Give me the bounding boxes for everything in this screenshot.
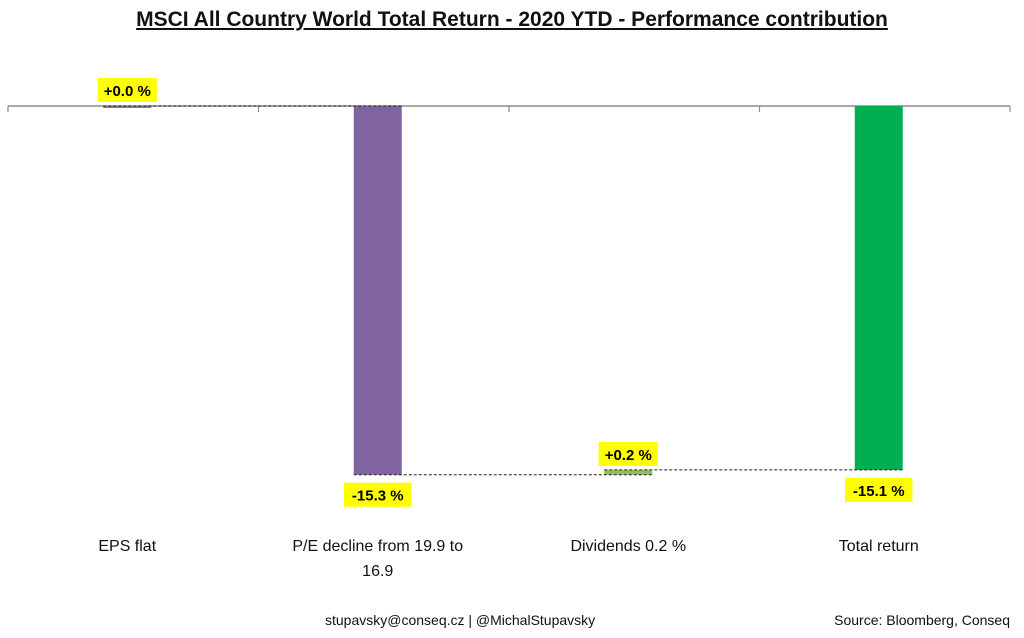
bar-1 (103, 106, 152, 108)
data-label-background (845, 477, 913, 502)
data-label-background (97, 78, 157, 102)
category-label: Dividends 0.2 % (570, 538, 686, 555)
footer-source: Source: Bloomberg, Conseq (834, 612, 1010, 628)
bar-3 (604, 469, 653, 475)
category-label: Total return (839, 538, 919, 555)
data-label-background (598, 441, 658, 466)
bar-4 (854, 106, 903, 470)
bar-2 (353, 106, 402, 475)
data-label: -15.1 % (853, 483, 905, 500)
category-label: 16.9 (362, 563, 393, 580)
footer-credit: stupavsky@conseq.cz | @MichalStupavsky (325, 612, 596, 628)
data-label-background (344, 482, 412, 507)
data-label: +0.2 % (605, 447, 652, 464)
category-label: P/E decline from 19.9 to (292, 538, 463, 555)
chart-title: MSCI All Country World Total Return - 20… (136, 8, 888, 31)
data-label: -15.3 % (352, 488, 404, 505)
data-label: +0.0 % (104, 83, 151, 100)
category-label: EPS flat (98, 538, 156, 555)
